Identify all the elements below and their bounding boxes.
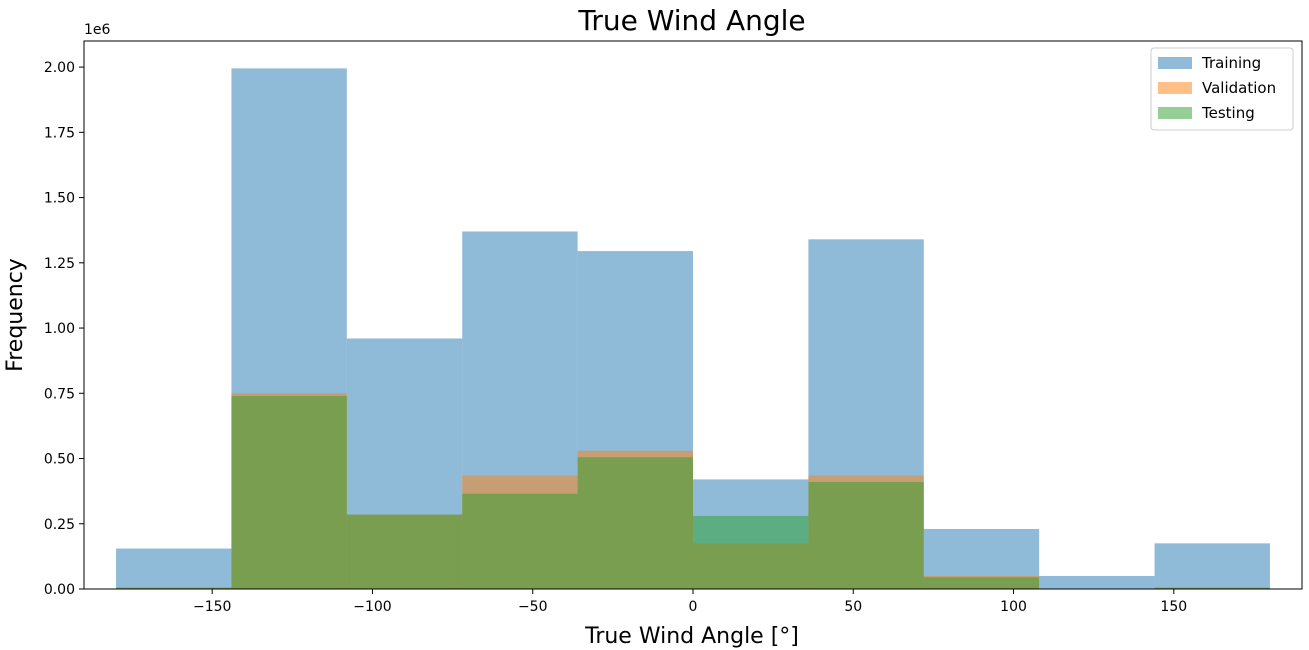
legend-label-validation: Validation [1202,79,1276,97]
y-tick-label: 1.75 [44,125,75,141]
y-tick-label: 0.25 [44,517,75,533]
bar-testing-2 [346,514,463,589]
x-tick-label: 50 [844,599,862,615]
y-tick-label: 1.50 [44,191,75,207]
legend-label-testing: Testing [1201,104,1255,122]
y-axis-label: Frequency [3,258,28,372]
bar-testing-0 [116,587,232,589]
legend-swatch-testing [1158,107,1192,119]
y-tick-label: 0.75 [44,386,75,402]
bar-testing-5 [693,515,809,589]
x-tick-label: −150 [193,599,231,615]
x-tick-label: −100 [353,599,391,615]
y-tick-label: 1.25 [44,256,75,272]
legend: Training Validation Testing [1150,47,1294,131]
bar-testing-4 [577,457,693,589]
bar-testing-7 [923,577,1040,589]
plot-area: −150 −100 −50 0 50 100 150 0.00 0.25 0.50 0.75 1.00… [44,40,1303,615]
bar-testing-9 [1154,587,1270,589]
legend-label-training: Training [1201,54,1261,72]
bar-testing-1 [231,395,347,589]
legend-swatch-training [1158,57,1192,69]
y-tick-label: 2.00 [44,60,75,76]
y-tick-label: 1.00 [44,321,75,337]
bar-testing-6 [808,482,924,589]
bar-testing-3 [462,493,578,589]
bar-training-0 [116,548,232,589]
x-axis-label: True Wind Angle [°] [584,624,799,649]
bar-training-9 [1154,543,1270,589]
y-tick-label: 0.50 [44,452,75,468]
x-tick-label: 150 [1160,599,1187,615]
y-tick-label: 0.00 [44,582,75,598]
bar-training-8 [1039,575,1155,589]
chart-title: True Wind Angle [577,4,805,37]
x-tick-label: 100 [1000,599,1027,615]
legend-swatch-validation [1158,82,1192,94]
y-scale-label: 1e6 [84,22,111,38]
x-tick-label: 0 [689,599,698,615]
x-tick-label: −50 [518,599,548,615]
